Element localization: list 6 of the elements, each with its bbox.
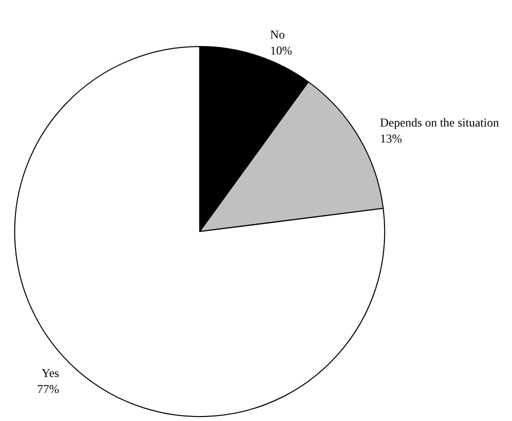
data-label: 10% bbox=[270, 43, 292, 58]
slice-label: Depends on the situation bbox=[380, 115, 499, 130]
slice-label: Yes bbox=[42, 366, 60, 380]
data-label: 77% bbox=[37, 382, 60, 396]
slice-label: No bbox=[270, 27, 285, 42]
data-label: 13% bbox=[380, 131, 402, 146]
